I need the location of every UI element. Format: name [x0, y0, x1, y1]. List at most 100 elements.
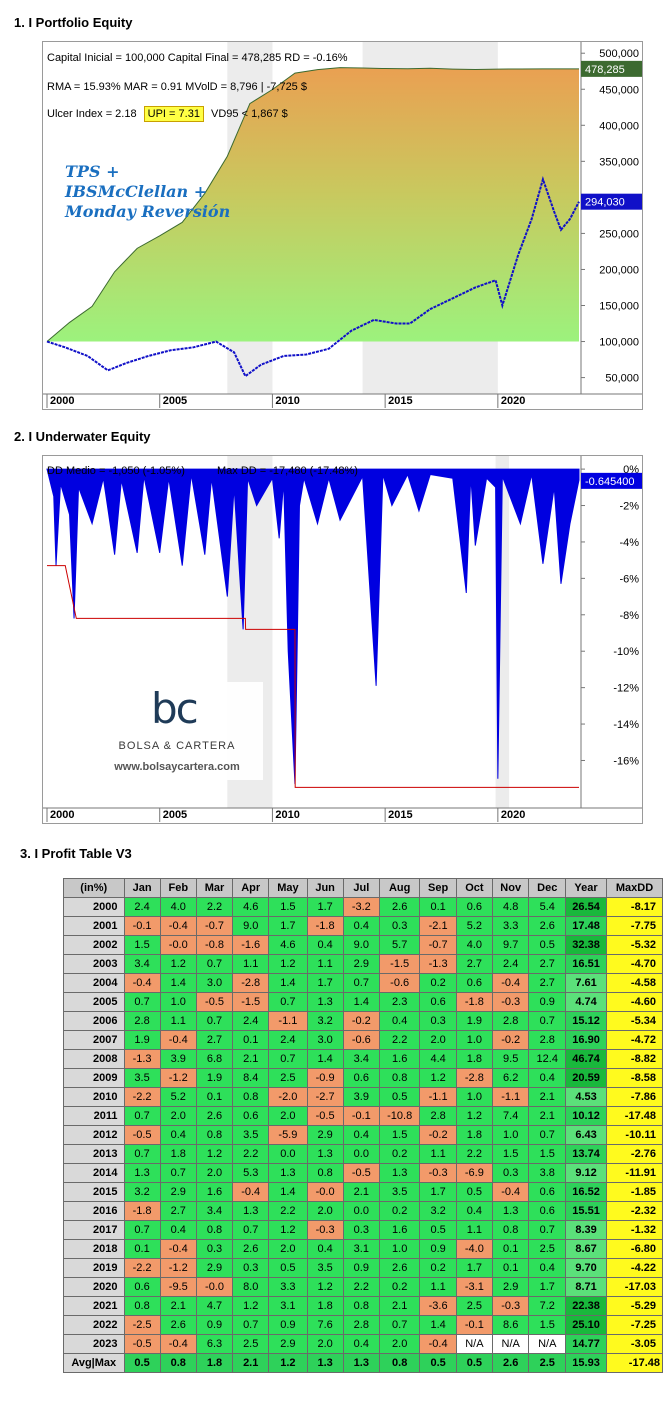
year-total-cell: 13.74	[565, 1144, 608, 1164]
month-cell: 1.3	[123, 1163, 161, 1183]
dd-x-tick-label: 2010	[275, 809, 299, 821]
month-cell: -9.5	[159, 1277, 197, 1297]
maxdd-cell: -4.72	[606, 1030, 663, 1050]
maxdd-cell: -7.75	[606, 916, 663, 936]
month-cell: 2.7	[159, 1201, 197, 1221]
month-cell: -3.1	[455, 1277, 493, 1297]
month-cell: -0.4	[419, 1334, 457, 1354]
month-cell: 0.8	[195, 1220, 234, 1240]
month-cell: 3.5	[378, 1182, 421, 1202]
row-year: 2005	[63, 992, 125, 1012]
month-cell: 0.9	[342, 1258, 380, 1278]
month-cell: 4.6	[232, 897, 270, 917]
month-cell: 2.6	[378, 897, 421, 917]
month-cell: 2.8	[123, 1011, 161, 1031]
month-cell: 2.2	[195, 897, 234, 917]
month-cell: 0.8	[123, 1296, 161, 1316]
month-cell: 0.4	[342, 1125, 380, 1145]
month-cell: 1.0	[491, 1125, 530, 1145]
month-cell: 1.5	[491, 1144, 530, 1164]
month-cell: -10.8	[378, 1106, 421, 1126]
column-header: Feb	[159, 878, 197, 898]
maxdd-cell: -2.76	[606, 1144, 663, 1164]
row-year: 2019	[63, 1258, 125, 1278]
month-cell: 2.0	[268, 1239, 308, 1259]
dd-last-value: -0.645400	[585, 476, 635, 488]
month-cell: 0.5	[378, 1087, 421, 1107]
month-cell: 2.1	[232, 1049, 270, 1069]
month-cell: -3.6	[419, 1296, 457, 1316]
dd-x-tick-label: 2020	[501, 809, 525, 821]
month-cell: 2.5	[268, 1068, 308, 1088]
month-cell: 0.3	[342, 1220, 380, 1240]
month-cell: 2.6	[378, 1258, 421, 1278]
month-cell: 3.1	[342, 1239, 380, 1259]
month-cell: -1.1	[491, 1087, 530, 1107]
month-cell: 0.8	[232, 1087, 270, 1107]
year-total-cell: 20.59	[565, 1068, 608, 1088]
month-cell: 1.3	[378, 1163, 421, 1183]
year-total-cell: 9.70	[565, 1258, 608, 1278]
x-tick-label: 2005	[163, 395, 187, 407]
month-cell: -0.6	[378, 973, 421, 993]
month-cell: -0.5	[195, 992, 234, 1012]
month-cell: 1.7	[306, 973, 344, 993]
month-cell: 0.8	[491, 1220, 530, 1240]
equity-line	[46, 67, 580, 342]
month-cell: 2.0	[195, 1163, 234, 1183]
month-cell: 0.5	[455, 1182, 493, 1202]
month-cell: 0.6	[455, 973, 493, 993]
logo-mark: bc	[151, 684, 199, 733]
month-cell: 0.3	[195, 1239, 234, 1259]
row-year: 2022	[63, 1315, 125, 1335]
month-cell: 0.4	[528, 1068, 567, 1088]
month-cell: 0.4	[159, 1220, 197, 1240]
section-title-profit-table: 3. I Profit Table V3	[20, 846, 132, 861]
month-cell: 2.6	[232, 1239, 270, 1259]
month-cell: 3.4	[195, 1201, 234, 1221]
month-cell: -0.4	[491, 973, 530, 993]
month-cell: 2.8	[491, 1011, 530, 1031]
month-cell: -0.1	[123, 916, 161, 936]
month-cell: -0.1	[455, 1315, 493, 1335]
month-cell: 1.2	[159, 954, 197, 974]
month-cell: 8.6	[491, 1315, 530, 1335]
row-year: 2000	[63, 897, 125, 917]
dd-x-tick-label: 2005	[163, 809, 187, 821]
year-total-cell: 17.48	[565, 916, 608, 936]
month-cell: -1.8	[455, 992, 493, 1012]
month-cell: 2.4	[268, 1030, 308, 1050]
y-tick-label: 400,000	[599, 120, 639, 132]
year-total-cell: 4.53	[565, 1087, 608, 1107]
year-total-cell: 14.77	[565, 1334, 608, 1354]
column-header: Jul	[342, 878, 380, 898]
maxdd-cell: -2.32	[606, 1201, 663, 1221]
vd95: VD95 < 1,867 $	[211, 108, 288, 120]
month-cell: 2.3	[378, 992, 421, 1012]
table-row: 2014 1.3 0.7 2.0 5.3 1.3 0.8 -0.5 1.3 -0.3 -6.9 0.3…	[63, 1163, 663, 1183]
month-cell: 0.9	[419, 1239, 457, 1259]
month-cell: -0.2	[491, 1030, 530, 1050]
month-cell: 2.0	[306, 1201, 344, 1221]
month-cell: -3.2	[342, 897, 380, 917]
month-cell: 0.1	[195, 1087, 234, 1107]
month-cell: 7.4	[491, 1106, 530, 1126]
table-row: 2013 0.7 1.8 1.2 2.2 0.0 1.3 0.0 0.2 1.1 2.2 1.5 1.5…	[63, 1144, 663, 1164]
month-cell: -2.2	[123, 1258, 161, 1278]
row-year: 2017	[63, 1220, 125, 1240]
profit-table: (in%) Jan Feb Mar Apr May Jun Jul Aug Sep Oct Nov De…	[63, 878, 663, 1373]
month-cell: 1.4	[342, 992, 380, 1012]
month-cell: 1.2	[419, 1068, 457, 1088]
y-tick-label: 150,000	[599, 301, 639, 313]
month-cell: -6.9	[455, 1163, 493, 1183]
ulcer-index: Ulcer Index = 2.18	[47, 108, 137, 120]
table-row: 2023 -0.5 -0.4 6.3 2.5 2.9 2.0 0.4 2.0 -0.4 N/A N/A…	[63, 1334, 663, 1354]
month-cell: 2.4	[123, 897, 161, 917]
month-cell: 0.7	[159, 1163, 197, 1183]
year-total-cell: 15.12	[565, 1011, 608, 1031]
average-cell: 0.5	[455, 1353, 493, 1373]
month-cell: -0.0	[195, 1277, 234, 1297]
month-cell: -0.5	[306, 1106, 344, 1126]
underwater-chart: 0%-2%-4%-6%-8%-10%-12%-14%-16%2000 2005 20…	[43, 456, 642, 822]
